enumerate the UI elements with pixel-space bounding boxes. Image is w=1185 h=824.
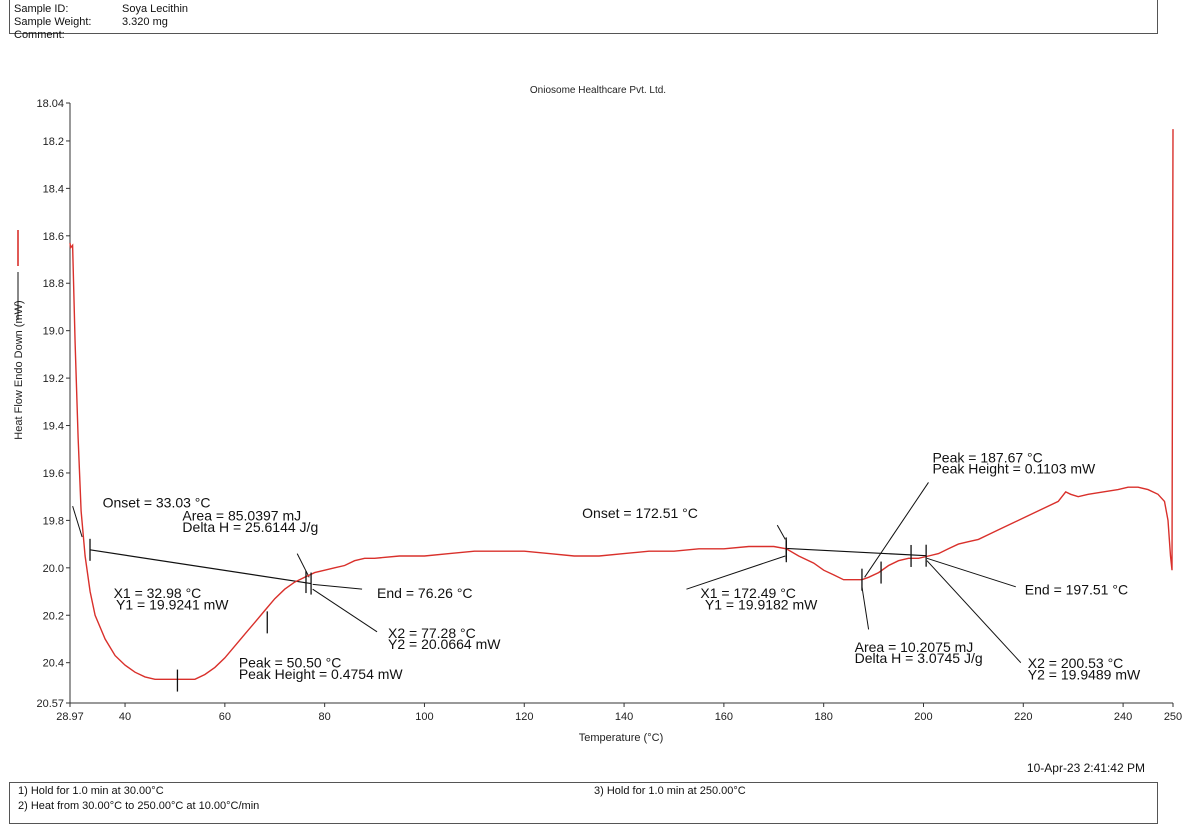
- annotation-label: Y1 = 19.9241 mW: [116, 597, 229, 613]
- y-tick-label: 20.4: [43, 658, 64, 670]
- x-tick-label: 60: [219, 711, 231, 723]
- y-tick-label: 19.4: [43, 421, 64, 433]
- annotation-label: Onset = 33.03 °C: [103, 494, 211, 510]
- sample-info-box: Sample ID: Soya Lecithin Sample Weight: …: [9, 0, 1158, 41]
- y-tick-label: 19.2: [43, 373, 64, 385]
- x-tick-label: 250: [1164, 711, 1182, 723]
- axes: 18.04 18.2 18.4 18.6 18.8 19.0 19.2 19.4 19.6 19.…: [36, 98, 1182, 723]
- annotation-label: Peak Height = 0.1103 mW: [932, 461, 1096, 477]
- y-tick-label: 19.6: [43, 468, 64, 480]
- annotation-label: X2 = 77.28 °C: [388, 625, 476, 641]
- x-tick-label: 140: [615, 711, 633, 723]
- annotation-leader: [861, 586, 870, 630]
- annotation-leader: [312, 583, 363, 590]
- annotation-label: Peak = 50.50 °C: [239, 654, 342, 670]
- method-step-2: 2) Heat from 30.00°C to 250.00°C at 10.0…: [18, 800, 260, 812]
- x-tick-label: 80: [319, 711, 331, 723]
- x-tick-label: 180: [815, 711, 833, 723]
- y-tick-label: 20.57: [36, 698, 64, 710]
- method-step-3: 3) Hold for 1.0 min at 250.00°C: [594, 785, 746, 797]
- annotation-leader: [296, 553, 310, 578]
- annotation-label: Y2 = 20.0664 mW: [388, 636, 501, 652]
- y-tick-label: 18.4: [43, 183, 64, 195]
- annotation-label: Delta H = 25.6144 J/g: [182, 519, 318, 535]
- x-tick-label: 160: [715, 711, 733, 723]
- heat-flow-series-line: [69, 129, 1174, 680]
- y-tick-label: 19.8: [43, 515, 64, 527]
- y-tick-label: 19.0: [43, 326, 64, 338]
- annotation-leader: [686, 555, 786, 590]
- y-axis-label: Heat Flow Endo Down (mW): [13, 300, 25, 439]
- sample-id-label: Sample ID:: [14, 3, 69, 15]
- method-steps-box: 1) Hold for 1.0 min at 30.00°C 2) Heat f…: [9, 782, 1158, 824]
- x-tick-label: 120: [515, 711, 533, 723]
- baseline-line: [786, 547, 927, 557]
- baseline-line: [89, 549, 312, 585]
- annotation-label: X1 = 32.98 °C: [114, 585, 202, 601]
- x-tick-label: 220: [1014, 711, 1032, 723]
- annotation-leader: [864, 482, 929, 578]
- annotation-leader: [72, 506, 83, 538]
- annotation-label: Area = 10.2075 mJ: [855, 639, 974, 655]
- annotation-label: Area = 85.0397 mJ: [182, 507, 301, 523]
- sample-id-value: Soya Lecithin: [122, 3, 189, 15]
- annotation-label: Peak Height = 0.4754 mW: [239, 666, 404, 682]
- y-tick-label: 18.2: [43, 136, 64, 148]
- sample-weight-value: 3.320 mg: [122, 16, 168, 28]
- y-tick-label: 20.2: [43, 610, 64, 622]
- annotation-label: Delta H = 3.0745 J/g: [855, 650, 983, 666]
- y-tick-label: 18.04: [36, 98, 64, 110]
- annotation-label: Onset = 172.51 °C: [582, 505, 698, 521]
- annotation-leader: [926, 557, 1016, 588]
- annotation-label: Peak = 187.67 °C: [932, 449, 1042, 465]
- annotation-label: Y1 = 19.9182 mW: [705, 597, 818, 613]
- comment-label: Comment:: [14, 29, 65, 41]
- annotation-label: End = 197.51 °C: [1025, 581, 1128, 597]
- annotation-label: Y2 = 19.9489 mW: [1028, 666, 1141, 682]
- dsc-thermogram-chart: Oniosome Healthcare Pvt. Ltd. Heat Flow …: [13, 85, 1182, 744]
- x-axis-label: Temperature (°C): [579, 732, 663, 744]
- y-tick-label: 20.0: [43, 563, 64, 575]
- annotation-label: X2 = 200.53 °C: [1028, 655, 1124, 671]
- sample-weight-label: Sample Weight:: [14, 16, 92, 28]
- x-tick-label: 40: [119, 711, 131, 723]
- method-step-1: 1) Hold for 1.0 min at 30.00°C: [18, 785, 164, 797]
- x-tick-label: 240: [1114, 711, 1132, 723]
- annotation-leader: [776, 524, 786, 540]
- annotation-leader: [926, 560, 1022, 664]
- annotation-label: End = 76.26 °C: [377, 585, 473, 601]
- run-timestamp: 10-Apr-23 2:41:42 PM: [1026, 761, 1145, 775]
- y-tick-label: 18.8: [43, 278, 64, 290]
- x-tick-label: 200: [914, 711, 932, 723]
- annotation-leader: [312, 588, 378, 633]
- x-tick-label: 100: [415, 711, 433, 723]
- x-tick-label: 28.97: [56, 711, 84, 723]
- annotation-label: X1 = 172.49 °C: [700, 585, 796, 601]
- y-tick-label: 18.6: [43, 231, 64, 243]
- chart-title: Oniosome Healthcare Pvt. Ltd.: [530, 85, 666, 96]
